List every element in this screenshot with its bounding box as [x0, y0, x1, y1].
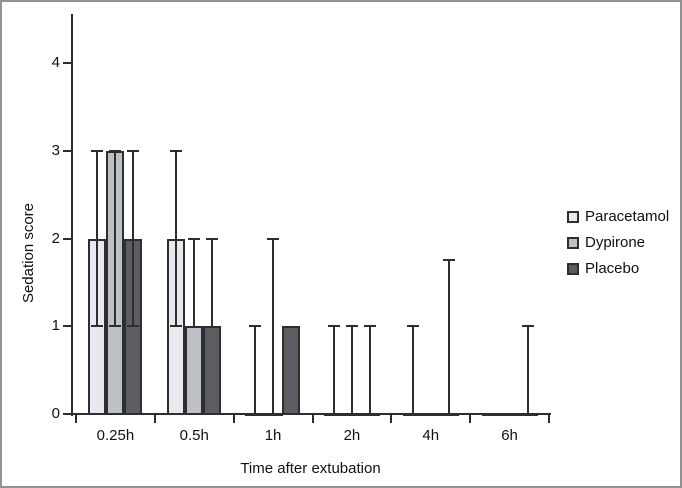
- x-tick: [232, 415, 235, 423]
- error-bar-dypirone-2h: [350, 326, 353, 414]
- bar-placebo-6h-zero: [517, 413, 538, 416]
- x-axis-title: Time after extubation: [240, 460, 381, 477]
- legend: Paracetamol Dypirone Placebo: [567, 209, 669, 277]
- error-bar-placebo-6h-cap-top: [521, 325, 534, 328]
- bar-dypirone-0.5h: [185, 326, 204, 415]
- bar-paracetamol-2h-zero: [323, 413, 344, 416]
- error-bar-placebo-0.25h: [132, 150, 135, 327]
- error-bar-paracetamol-0.25h: [96, 150, 99, 327]
- y-tick: [63, 62, 72, 64]
- x-tick-label: 2h: [343, 427, 361, 444]
- error-bar-dypirone-0.5h: [193, 238, 196, 327]
- bar-placebo-1h: [282, 326, 301, 415]
- x-tick: [390, 415, 393, 423]
- y-tick: [63, 413, 72, 415]
- x-axis: [71, 413, 551, 415]
- legend-item-placebo: Placebo: [567, 261, 669, 277]
- x-tick-label: 0.25h: [96, 427, 135, 444]
- error-bar-paracetamol-0.5h-cap-bottom: [170, 325, 183, 328]
- bar-paracetamol-4h-zero: [402, 413, 423, 416]
- legend-item-dypirone: Dypirone: [567, 235, 669, 251]
- bar-dypirone-1h-zero: [263, 413, 284, 416]
- x-tick-label: 6h: [501, 427, 518, 444]
- legend-item-paracetamol: Paracetamol: [567, 209, 669, 225]
- legend-swatch-placebo: [567, 263, 579, 275]
- error-bar-paracetamol-0.25h-cap-top: [91, 149, 104, 152]
- error-bar-placebo-4h: [447, 260, 450, 414]
- legend-swatch-paracetamol: [567, 211, 579, 223]
- y-tick-label: 1: [51, 317, 60, 335]
- error-bar-placebo-0.5h: [211, 238, 214, 327]
- error-bar-placebo-0.25h-cap-top: [127, 149, 140, 152]
- error-bar-paracetamol-2h: [332, 326, 335, 414]
- bar-placebo-4h-zero: [438, 413, 459, 416]
- bar-dypirone-4h-zero: [420, 413, 441, 416]
- error-bar-dypirone-1h: [272, 238, 275, 414]
- y-axis-title: Sedation score: [20, 202, 37, 304]
- error-bar-paracetamol-1h: [254, 326, 257, 414]
- error-bar-placebo-2h: [368, 326, 371, 414]
- error-bar-dypirone-0.25h-cap-top: [109, 149, 122, 152]
- x-tick-label: 1h: [264, 427, 282, 444]
- error-bar-placebo-6h: [526, 326, 529, 414]
- y-tick-label: 2: [51, 229, 60, 247]
- bar-paracetamol-1h-zero: [245, 413, 266, 416]
- error-bar-dypirone-1h-cap-top: [267, 237, 280, 240]
- bar-placebo-0.5h: [203, 326, 222, 415]
- x-tick: [548, 415, 550, 423]
- bar-dypirone-6h-zero: [499, 413, 520, 416]
- error-bar-placebo-0.5h-cap-top: [206, 237, 219, 240]
- error-bar-paracetamol-4h: [411, 326, 414, 414]
- error-bar-placebo-2h-cap-top: [363, 325, 376, 328]
- x-tick-label: 4h: [422, 427, 440, 444]
- y-tick: [63, 149, 72, 152]
- y-tick-label: 4: [51, 54, 60, 71]
- x-tick: [469, 415, 472, 423]
- error-bar-dypirone-0.25h: [114, 150, 117, 327]
- error-bar-paracetamol-2h-cap-top: [327, 325, 340, 328]
- bar-dypirone-2h-zero: [341, 413, 362, 416]
- x-tick: [311, 415, 314, 423]
- legend-label-paracetamol: Paracetamol: [585, 208, 670, 225]
- bar-placebo-2h-zero: [359, 413, 380, 416]
- legend-swatch-dypirone: [567, 237, 579, 249]
- y-tick: [63, 325, 72, 328]
- legend-label-placebo: Placebo: [585, 260, 640, 277]
- error-bar-paracetamol-1h-cap-top: [249, 325, 262, 328]
- error-bar-placebo-4h-cap-top: [442, 259, 455, 262]
- error-bar-paracetamol-0.25h-cap-bottom: [91, 325, 104, 328]
- error-bar-dypirone-0.25h-cap-bottom: [109, 325, 122, 328]
- bar-paracetamol-6h-zero: [481, 413, 502, 416]
- legend-label-dypirone: Dypirone: [585, 234, 646, 251]
- x-tick-label: 0.5h: [179, 427, 209, 444]
- y-tick: [63, 237, 72, 240]
- y-tick-label: 3: [51, 141, 60, 159]
- error-bar-paracetamol-0.5h: [175, 150, 178, 327]
- error-bar-placebo-0.25h-cap-bottom: [127, 325, 140, 328]
- error-bar-paracetamol-0.5h-cap-top: [170, 149, 183, 152]
- y-tick-label: 0: [51, 405, 60, 422]
- error-bar-dypirone-0.5h-cap-top: [188, 237, 201, 240]
- x-tick: [75, 415, 77, 423]
- x-tick: [153, 415, 156, 423]
- error-bar-dypirone-2h-cap-top: [345, 325, 358, 328]
- y-axis: [71, 14, 73, 416]
- error-bar-paracetamol-4h-cap-top: [406, 325, 419, 328]
